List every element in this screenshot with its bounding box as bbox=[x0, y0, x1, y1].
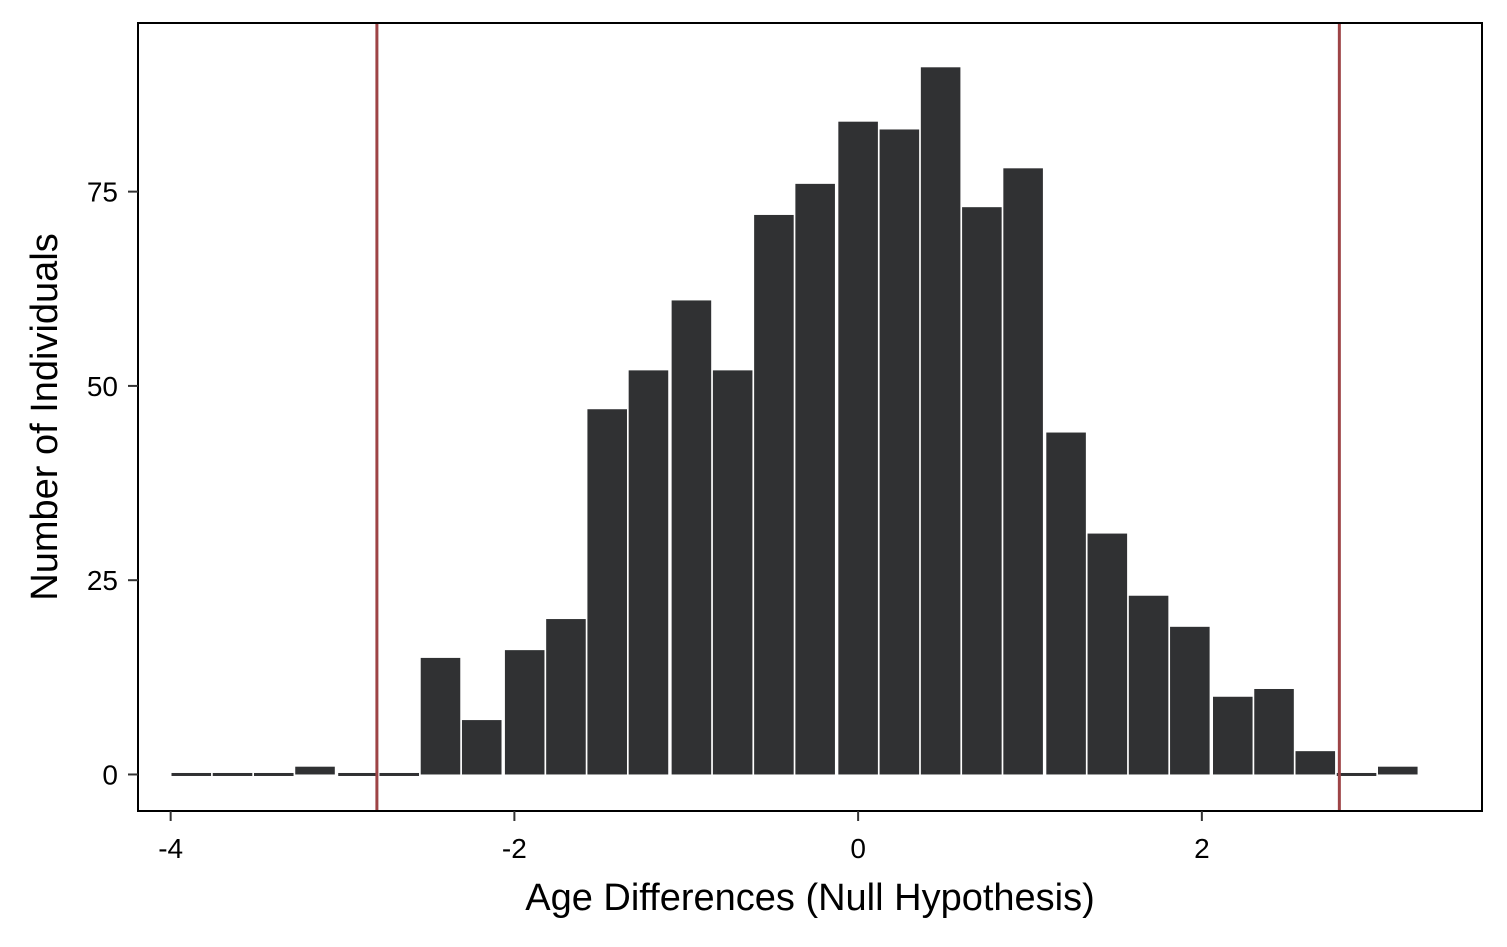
histogram-bar bbox=[1128, 595, 1169, 775]
histogram-bar bbox=[1003, 168, 1043, 775]
histogram-bar bbox=[379, 772, 420, 776]
x-tick-label: 0 bbox=[850, 833, 866, 864]
y-axis-title: Number of Individuals bbox=[24, 233, 66, 601]
bars-layer bbox=[171, 67, 1418, 776]
y-axis: 0 25 50 75 bbox=[87, 177, 138, 790]
histogram-bar bbox=[1046, 432, 1086, 775]
histogram-bar bbox=[587, 409, 627, 775]
y-tick-label: 75 bbox=[87, 177, 118, 208]
x-tick-label: -4 bbox=[158, 833, 183, 864]
histogram-bar bbox=[838, 121, 878, 775]
y-tick-label: 50 bbox=[87, 371, 118, 402]
histogram-bar bbox=[1378, 766, 1418, 775]
histogram-bar bbox=[254, 772, 294, 776]
histogram-bar bbox=[879, 129, 920, 775]
x-axis: -4 -2 0 2 bbox=[158, 811, 1210, 864]
y-tick-label: 0 bbox=[102, 759, 118, 790]
histogram-bar bbox=[171, 772, 212, 776]
histogram-bar bbox=[338, 772, 378, 776]
histogram-bar bbox=[795, 183, 835, 775]
histogram-bar bbox=[295, 766, 335, 775]
histogram-bar bbox=[1087, 533, 1128, 775]
histogram-bar bbox=[212, 772, 253, 776]
histogram-bar bbox=[1170, 626, 1210, 775]
y-tick-label: 25 bbox=[87, 565, 118, 596]
x-tick-label: 2 bbox=[1194, 833, 1210, 864]
histogram-bar bbox=[754, 214, 794, 775]
histogram-bar bbox=[920, 67, 961, 775]
histogram-bar bbox=[1254, 688, 1294, 775]
histogram-bar bbox=[461, 720, 502, 775]
histogram-bar bbox=[546, 619, 586, 775]
histogram-bar bbox=[962, 207, 1002, 775]
histogram-bar bbox=[712, 370, 753, 775]
x-axis-title: Age Differences (Null Hypothesis) bbox=[525, 877, 1095, 919]
histogram-bar bbox=[1336, 772, 1377, 776]
histogram-bar bbox=[1295, 751, 1336, 775]
histogram-bar bbox=[628, 370, 669, 775]
histogram-bar bbox=[1213, 696, 1253, 775]
histogram-bar bbox=[504, 650, 545, 775]
histogram-bar bbox=[671, 300, 712, 775]
reference-lines-layer bbox=[375, 23, 1341, 811]
x-tick-label: -2 bbox=[502, 833, 527, 864]
plot-frame bbox=[137, 22, 1483, 812]
histogram-bar bbox=[420, 657, 461, 775]
